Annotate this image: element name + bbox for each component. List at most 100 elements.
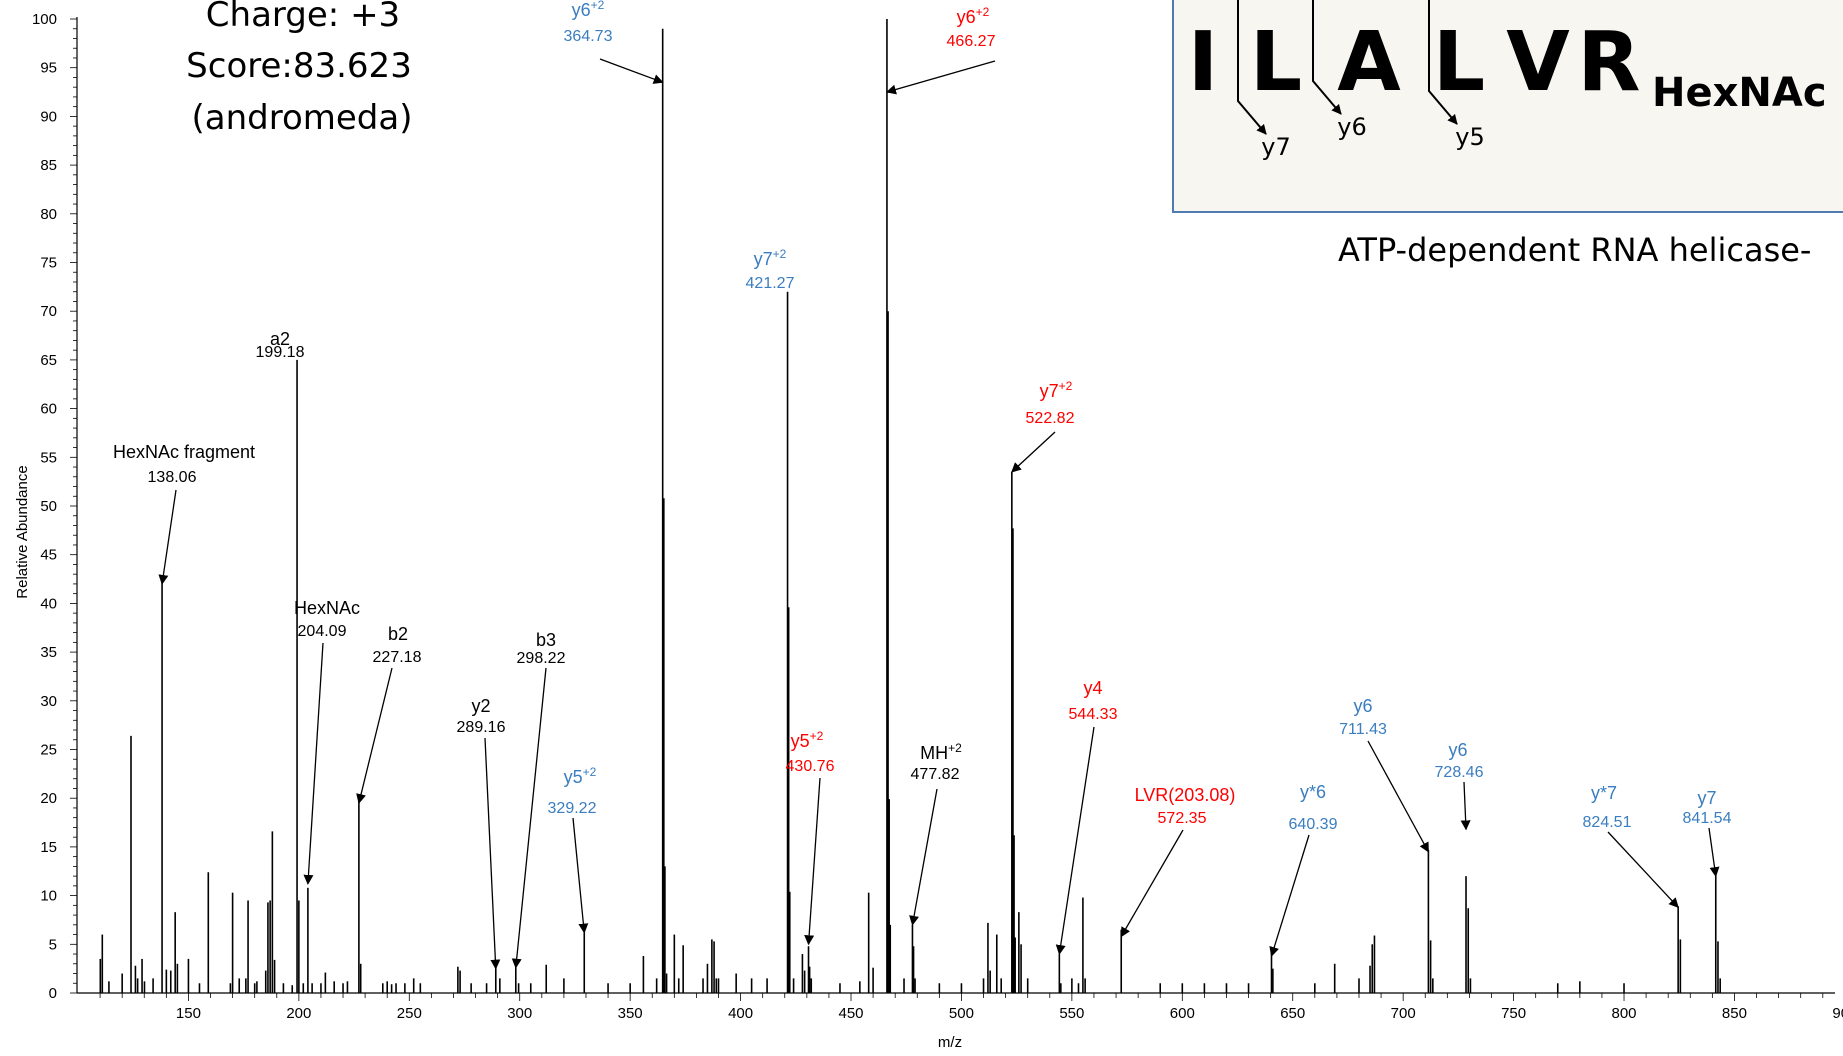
y-tick-label: 25 <box>40 742 57 759</box>
ion-mz-value: 544.33 <box>1069 706 1118 723</box>
ion-mz-value: 421.27 <box>746 275 795 292</box>
ion-label: y2 <box>471 696 490 716</box>
y-tick-label: 45 <box>40 547 57 564</box>
ion-label: y4 <box>1083 678 1102 698</box>
annotation-arrow <box>1269 834 1310 957</box>
sequence-residue: L <box>1433 15 1485 110</box>
ion-label: HexNAc fragment <box>113 442 255 462</box>
y-tick-label: 100 <box>32 11 57 28</box>
y-tick-label: 35 <box>40 644 57 661</box>
x-tick-label: 850 <box>1722 1005 1747 1022</box>
sequence-residue: A <box>1337 15 1401 110</box>
x-tick-label: 250 <box>397 1005 422 1022</box>
x-tick-label: 350 <box>618 1005 643 1022</box>
x-tick-label: 550 <box>1059 1005 1084 1022</box>
sequence-modification: HexNAc <box>1652 70 1827 116</box>
fragment-label: y6 <box>1337 113 1366 141</box>
x-tick-label: 200 <box>286 1005 311 1022</box>
annotation-arrow <box>303 642 324 885</box>
ion-mz-value: 522.82 <box>1026 410 1075 427</box>
x-tick-label: 500 <box>949 1005 974 1022</box>
x-tick-label: 600 <box>1170 1005 1195 1022</box>
sequence-residue: I <box>1188 15 1219 110</box>
charge-label: Charge: +3 <box>206 0 400 35</box>
fragment-cut-marker <box>1428 0 1458 125</box>
x-tick-label: 400 <box>728 1005 753 1022</box>
ion-label: y5+2 <box>564 765 597 787</box>
x-tick-label: 700 <box>1391 1005 1416 1022</box>
annotation-arrow <box>1367 740 1429 853</box>
x-tick-label: 450 <box>838 1005 863 1022</box>
ion-label: y*7 <box>1591 783 1617 803</box>
x-tick-label: 750 <box>1501 1005 1526 1022</box>
y-tick-label: 15 <box>40 839 57 856</box>
y-tick-label: 80 <box>40 206 57 223</box>
ion-label: y7 <box>1697 788 1716 808</box>
y-tick-label: 50 <box>40 498 57 515</box>
x-tick-label: 800 <box>1612 1005 1637 1022</box>
y-tick-label: 55 <box>40 449 57 466</box>
ion-mz-value: 329.22 <box>548 800 597 817</box>
fragment-cut-marker <box>1237 0 1267 135</box>
y-tick-label: 20 <box>40 790 57 807</box>
y-tick-label: 70 <box>40 303 57 320</box>
sequence-box-frame <box>1172 0 1843 213</box>
y-tick-label: 0 <box>49 985 57 1002</box>
sequence-residue: V <box>1506 15 1570 110</box>
score-label: Score:83.623 <box>186 46 412 86</box>
engine-label: (andromeda) <box>192 98 413 138</box>
y-tick-label: 5 <box>49 936 57 953</box>
fragment-label: y7 <box>1261 133 1290 161</box>
y-tick-label: 40 <box>40 595 57 612</box>
x-tick-label: 300 <box>507 1005 532 1022</box>
annotation-arrow <box>909 788 938 926</box>
ion-mz-value: 289.16 <box>457 719 506 736</box>
ion-mz-value: 298.22 <box>517 650 566 667</box>
x-tick-label: 150 <box>176 1005 201 1022</box>
fragment-label: y5 <box>1455 123 1484 151</box>
annotation-arrow <box>572 817 589 934</box>
ion-mz-value: 640.39 <box>1289 816 1338 833</box>
ion-label: b2 <box>388 624 408 644</box>
y-tick-label: 85 <box>40 157 57 174</box>
annotation-arrow <box>804 777 821 946</box>
y-tick-label: 30 <box>40 693 57 710</box>
y-axis-title: Relative Abundance <box>14 465 31 598</box>
annotation-arrow <box>1120 829 1184 938</box>
fragment-cut-marker <box>1312 0 1342 115</box>
ion-label: y7+2 <box>1040 379 1073 401</box>
annotation-arrow <box>484 737 501 970</box>
ion-label: y*6 <box>1300 782 1326 802</box>
ion-label: y6+2 <box>572 0 605 20</box>
x-tick-label: 650 <box>1280 1005 1305 1022</box>
ion-label: LVR(203.08) <box>1135 785 1236 805</box>
sequence-residue: L <box>1250 15 1302 110</box>
ion-label: a2 <box>270 329 290 349</box>
annotation-arrow <box>356 667 393 805</box>
ion-mz-value: 572.35 <box>1158 810 1207 827</box>
ion-mz-value: 227.18 <box>373 649 422 666</box>
ion-label: HexNAc <box>294 598 360 618</box>
annotation-arrow <box>1055 726 1095 956</box>
annotation-arrow <box>1011 431 1056 473</box>
ion-mz-value: 430.76 <box>786 758 835 775</box>
y-tick-label: 10 <box>40 888 57 905</box>
ion-label: y6 <box>1353 696 1372 716</box>
y-tick-label: 60 <box>40 401 57 418</box>
annotation-arrow <box>1607 831 1679 909</box>
x-axis-title: m/z <box>938 1034 962 1051</box>
ion-label: y6+2 <box>957 5 990 27</box>
sequence-residue: R <box>1577 15 1640 110</box>
annotation-arrow <box>885 60 996 95</box>
ion-mz-value: 841.54 <box>1683 810 1732 827</box>
ion-mz-value: 466.27 <box>947 33 996 50</box>
y-tick-label: 95 <box>40 60 57 77</box>
ion-mz-value: 199.18 <box>256 344 305 361</box>
y-tick-label: 75 <box>40 255 57 272</box>
ion-mz-value: 824.51 <box>1583 814 1632 831</box>
ion-mz-value: 364.73 <box>564 28 613 45</box>
annotation-arrow <box>511 667 547 969</box>
y-tick-label: 90 <box>40 108 57 125</box>
y-tick-label: 65 <box>40 352 57 369</box>
